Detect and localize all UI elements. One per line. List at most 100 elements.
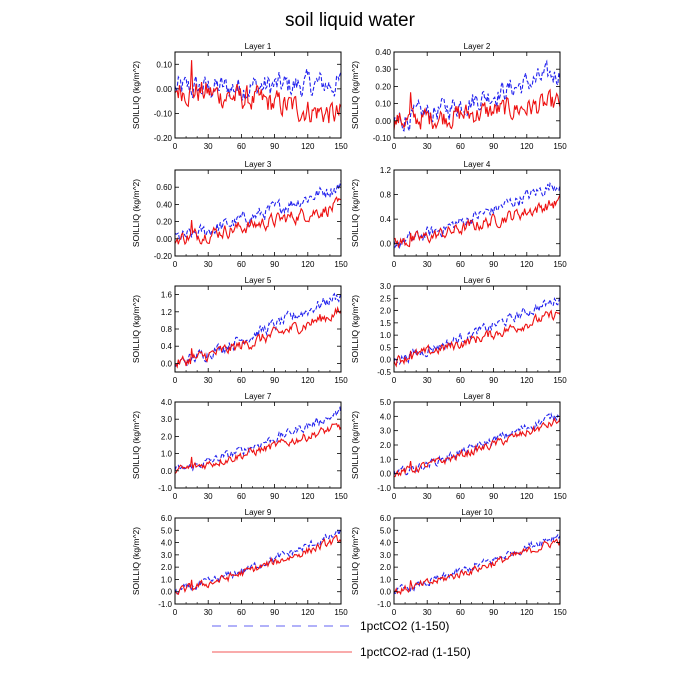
x-tick-label: 150 (553, 376, 567, 385)
x-tick-label: 0 (173, 260, 178, 269)
y-tick-label: 0.40 (156, 200, 172, 209)
x-tick-label: 120 (520, 142, 534, 151)
x-tick-label: 30 (204, 260, 213, 269)
x-tick-label: 60 (237, 376, 246, 385)
y-tick-label: -1.0 (158, 600, 172, 609)
y-tick-label: 6.0 (161, 514, 173, 523)
plot-frame (174, 169, 342, 257)
y-tick-label: 0.20 (375, 82, 391, 91)
panel-title: Layer 10 (461, 508, 493, 517)
x-tick-label: 60 (237, 260, 246, 269)
plot-frame (393, 169, 561, 257)
y-tick-label: -0.10 (154, 109, 173, 118)
y-tick-label: 3.0 (380, 427, 392, 436)
series-line-1pctco2 (394, 533, 560, 595)
x-tick-label: 0 (392, 260, 397, 269)
x-tick-label: 30 (204, 608, 213, 617)
figure-title: soil liquid water (285, 10, 415, 31)
y-axis-label: SOILLIQ (kg/m^2) (350, 61, 360, 129)
panel-layer-4: 0 30 60 90 120 150 0.0 0.4 0.8 1.2 Layer 4 SOILLIQ … (350, 160, 567, 269)
panel-layer-3: 0 30 60 90 120 150 -0.20 0.00 0.20 0.40 0.60 Layer … (131, 160, 348, 269)
panel-title: Layer 8 (464, 392, 491, 401)
series-line-1pctco2-rad (394, 309, 560, 368)
y-tick-label: 0.0 (380, 356, 392, 365)
panel-title: Layer 7 (245, 392, 272, 401)
panel-title: Layer 2 (464, 42, 491, 51)
series-line-1pctco2 (394, 297, 560, 365)
x-tick-label: 90 (489, 608, 498, 617)
y-tick-label: 2.0 (380, 563, 392, 572)
y-tick-label: 1.2 (161, 308, 173, 317)
x-tick-label: 120 (520, 260, 534, 269)
x-tick-label: 30 (204, 492, 213, 501)
plot-frame (174, 51, 342, 139)
panel-layer-7: 0 30 60 90 120 150 -1.0 0.0 1.0 2.0 3.0 4.0 Layer 7 S… (131, 392, 348, 501)
legend-label: 1pctCO2-rad (1-150) (360, 645, 471, 659)
series-line-1pctco2-rad (394, 538, 560, 596)
y-tick-label: -0.20 (154, 252, 173, 261)
x-tick-label: 30 (423, 260, 432, 269)
x-tick-label: 60 (237, 492, 246, 501)
y-axis-label: SOILLIQ (kg/m^2) (350, 527, 360, 595)
series-line-1pctco2 (394, 59, 560, 133)
y-tick-label: 0.30 (375, 65, 391, 74)
y-tick-label: 1.2 (380, 166, 392, 175)
x-tick-label: 60 (456, 608, 465, 617)
panel-title: Layer 6 (464, 276, 491, 285)
series-line-1pctco2-rad (175, 60, 341, 124)
x-tick-label: 120 (520, 376, 534, 385)
x-tick-label: 0 (392, 142, 397, 151)
y-tick-label: 4.0 (380, 539, 392, 548)
y-tick-label: -0.10 (373, 134, 392, 143)
x-tick-label: 90 (270, 142, 279, 151)
x-tick-label: 60 (456, 142, 465, 151)
y-tick-label: 3.0 (161, 415, 173, 424)
y-axis-label: SOILLIQ (kg/m^2) (131, 295, 141, 363)
y-tick-label: 0.10 (156, 60, 172, 69)
x-tick-label: 30 (204, 142, 213, 151)
x-tick-label: 120 (520, 492, 534, 501)
y-tick-label: 0.20 (156, 218, 172, 227)
y-tick-label: 4.0 (380, 412, 392, 421)
y-tick-label: 3.0 (380, 551, 392, 560)
y-tick-label: 1.6 (161, 291, 173, 300)
x-tick-label: 60 (456, 260, 465, 269)
y-tick-label: 1.0 (380, 331, 392, 340)
y-tick-label: 5.0 (380, 398, 392, 407)
y-tick-label: 0.0 (380, 240, 392, 249)
x-tick-label: 0 (392, 376, 397, 385)
y-tick-label: 0.4 (380, 215, 392, 224)
y-axis-label: SOILLIQ (kg/m^2) (131, 527, 141, 595)
y-tick-label: 1.0 (380, 575, 392, 584)
panel-layer-10: 0 30 60 90 120 150 -1.0 0.0 1.0 2.0 3.0 4.0 5.0 6.0 La… (350, 508, 567, 617)
series-line-1pctco2 (175, 292, 341, 368)
y-tick-label: 5.0 (380, 526, 392, 535)
y-tick-label: 4.0 (161, 539, 173, 548)
y-axis-label: SOILLIQ (kg/m^2) (350, 179, 360, 247)
y-tick-label: 0.60 (156, 183, 172, 192)
panel-layer-1: 0 30 60 90 120 150 -0.20 -0.10 0.00 0.10 Layer 1 SO… (131, 42, 348, 151)
legend-label: 1pctCO2 (1-150) (360, 619, 449, 633)
y-tick-label: 0.5 (380, 343, 392, 352)
x-tick-label: 90 (270, 608, 279, 617)
series-line-1pctco2-rad (175, 305, 341, 369)
plot-frame (174, 401, 342, 489)
plot-frame (393, 285, 561, 373)
y-tick-label: 1.0 (380, 455, 392, 464)
x-tick-label: 60 (456, 376, 465, 385)
y-tick-label: 0.0 (380, 588, 392, 597)
x-tick-label: 90 (489, 142, 498, 151)
y-tick-label: 1.0 (161, 450, 173, 459)
y-tick-label: 0.0 (161, 588, 173, 597)
x-tick-label: 60 (237, 142, 246, 151)
panel-title: Layer 5 (245, 276, 272, 285)
y-tick-label: -0.20 (154, 134, 173, 143)
y-axis-label: SOILLIQ (kg/m^2) (350, 411, 360, 479)
x-tick-label: 120 (301, 376, 315, 385)
x-tick-label: 90 (489, 492, 498, 501)
x-tick-label: 30 (423, 376, 432, 385)
series-line-1pctco2 (175, 529, 341, 595)
y-tick-label: 2.0 (161, 563, 173, 572)
y-tick-label: 0.8 (380, 191, 392, 200)
